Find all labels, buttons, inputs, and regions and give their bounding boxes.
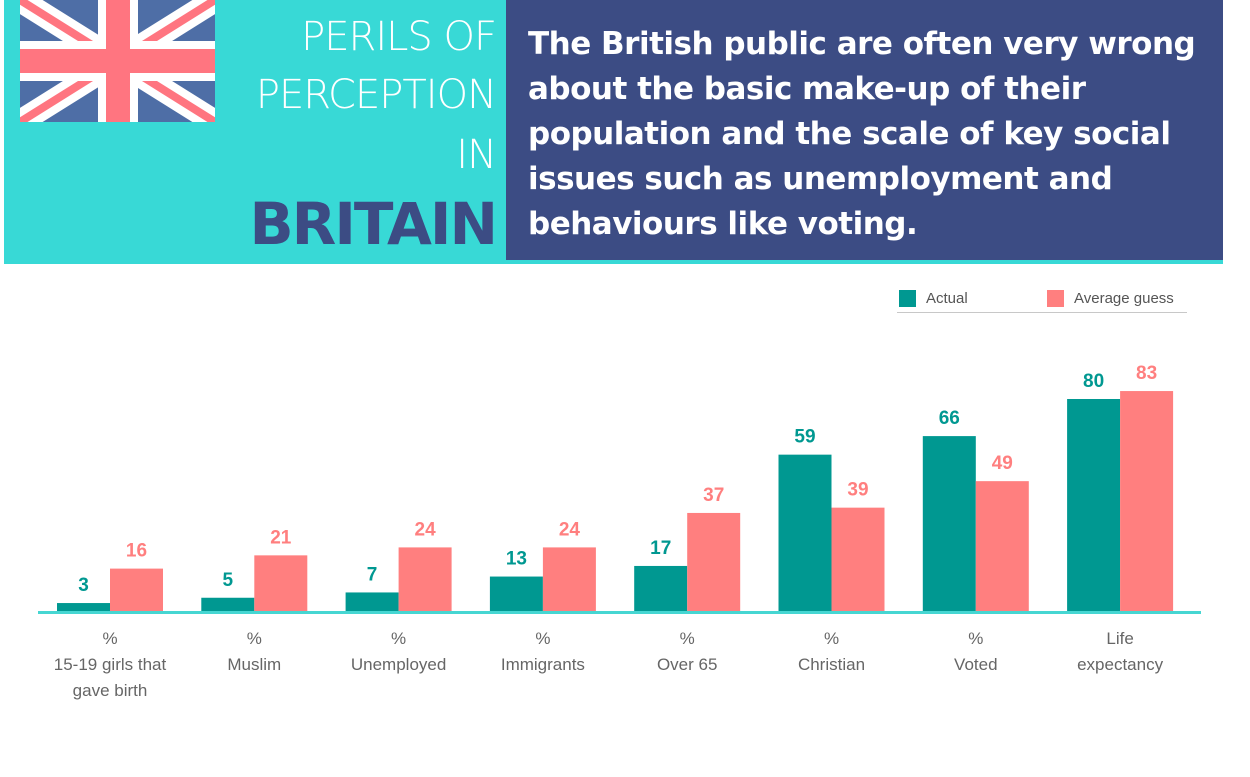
- category-label: %: [247, 629, 262, 648]
- data-label-actual: 59: [794, 427, 815, 448]
- data-label-actual: 5: [223, 570, 234, 591]
- title-line-3: IN: [456, 132, 497, 178]
- data-label-guess: 24: [415, 519, 437, 540]
- data-label-actual: 80: [1083, 371, 1104, 392]
- header-divider: [4, 260, 1223, 264]
- header-subtitle-panel: [506, 0, 1223, 260]
- bar-actual: [922, 436, 976, 611]
- title-line-1: PERILS OF: [301, 14, 497, 60]
- bar-actual: [634, 565, 688, 611]
- bar-guess: [1120, 391, 1174, 611]
- category-label: %: [391, 629, 406, 648]
- bar-guess: [542, 547, 596, 611]
- data-label-actual: 66: [939, 408, 960, 429]
- category-label: Immigrants: [501, 655, 585, 674]
- data-label-guess: 16: [126, 541, 147, 562]
- category-label: gave birth: [73, 681, 148, 700]
- subtitle-text: The British public are often very wrong …: [528, 26, 1196, 242]
- legend-swatch-actual: [899, 290, 916, 307]
- category-label: expectancy: [1077, 655, 1163, 674]
- data-label-guess: 49: [992, 453, 1013, 474]
- data-label-actual: 17: [650, 538, 671, 559]
- bar-guess: [831, 507, 885, 611]
- legend-label-guess: Average guess: [1074, 290, 1174, 307]
- title-line-2: PERCEPTION: [255, 72, 497, 118]
- data-label-actual: 7: [367, 564, 378, 585]
- chart-legend: Actual Average guess: [897, 288, 1187, 313]
- bar-guess: [687, 512, 741, 611]
- bar-guess: [398, 547, 452, 611]
- category-label: Christian: [798, 655, 865, 674]
- data-label-guess: 21: [270, 527, 292, 548]
- bar-actual: [1067, 399, 1121, 611]
- category-label: Over 65: [657, 655, 717, 674]
- bar-actual: [778, 454, 832, 611]
- category-label: Unemployed: [351, 655, 446, 674]
- union-jack-flag-icon: [20, 0, 215, 122]
- category-label: Muslim: [227, 655, 281, 674]
- category-label: %: [824, 629, 839, 648]
- bar-actual: [201, 597, 255, 611]
- bar-guess: [110, 568, 163, 611]
- category-label: %: [535, 629, 550, 648]
- legend-item-actual: Actual: [899, 290, 968, 307]
- bar-guess: [975, 481, 1029, 611]
- data-label-guess: 37: [703, 485, 724, 506]
- bar-guess: [254, 555, 308, 611]
- category-label: %: [968, 629, 983, 648]
- legend-item-guess: Average guess: [1047, 290, 1174, 307]
- data-label-guess: 24: [559, 519, 581, 540]
- category-label: %: [102, 629, 117, 648]
- data-label-actual: 3: [78, 575, 89, 596]
- data-label-guess: 83: [1136, 363, 1157, 384]
- title-line-4: BRITAIN: [249, 190, 498, 258]
- data-label-actual: 13: [506, 549, 527, 570]
- category-label: Life: [1106, 629, 1133, 648]
- legend-swatch-guess: [1047, 290, 1064, 307]
- category-label: 15-19 girls that: [54, 655, 167, 674]
- bar-actual: [345, 592, 399, 611]
- bar-actual: [489, 576, 543, 611]
- category-label: Voted: [954, 655, 998, 674]
- bar-actual: [57, 603, 110, 611]
- x-axis-line: [38, 611, 1201, 614]
- category-label: %: [680, 629, 695, 648]
- legend-label-actual: Actual: [926, 290, 968, 307]
- data-label-guess: 39: [847, 480, 868, 501]
